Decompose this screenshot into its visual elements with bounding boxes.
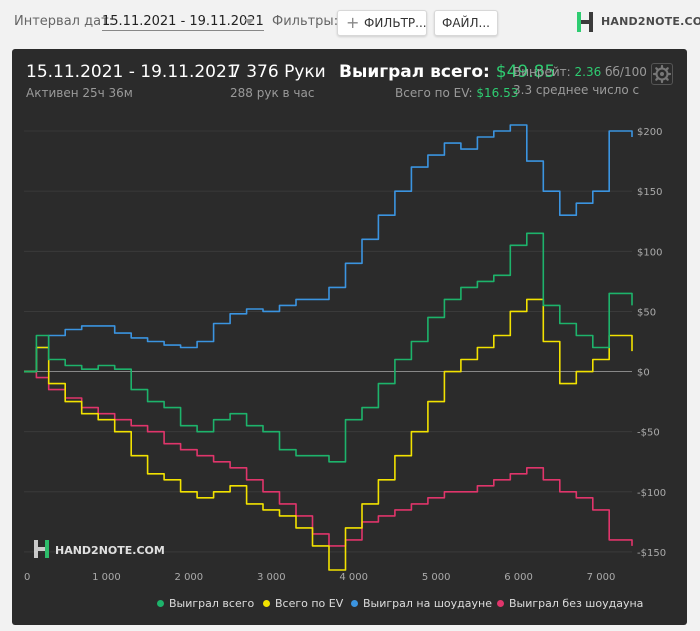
x-tick-label: 7 000 xyxy=(587,572,616,583)
won-total-label: Выиграл всего: xyxy=(339,62,490,82)
legend-label-won-total: Выиграл всего xyxy=(169,597,255,610)
chevron-down-icon[interactable] xyxy=(244,19,254,25)
y-tick-label: $150 xyxy=(637,187,662,198)
legend-label-ev: Всего по EV xyxy=(275,597,344,610)
series-line-3 xyxy=(24,370,633,547)
y-tick-label: $50 xyxy=(637,307,656,318)
legend-label-no-showdown: Выиграл без шоудауна xyxy=(509,597,644,610)
chart-legend: Выиграл всего Всего по EV Выиграл на шоу… xyxy=(12,597,687,613)
date-interval-label: Интервал дат: xyxy=(14,14,114,29)
won-total-value: $49.85 xyxy=(495,62,556,82)
ev-total: Всего по EV: $16.53 xyxy=(395,86,518,100)
watermark-text: HAND2NOTE.COM xyxy=(55,544,165,557)
x-tick-label: 4 000 xyxy=(339,572,368,583)
legend-item-no-showdown[interactable]: Выиграл без шоудауна xyxy=(497,597,643,610)
ev-label: Всего по EV: xyxy=(395,86,473,100)
plus-icon: + xyxy=(346,13,360,32)
x-axis: 0 1 000 2 000 3 000 4 000 5 000 6 000 7 000 xyxy=(24,572,615,583)
date-range-picker[interactable]: 15.11.2021 - 19.11.2021 xyxy=(102,14,264,31)
x-tick-label: 3 000 xyxy=(257,572,286,583)
ev-value: $16.53 xyxy=(476,86,519,100)
x-tick-label: 0 xyxy=(24,572,30,583)
legend-item-won-total[interactable]: Выиграл всего xyxy=(157,597,254,610)
winrate-unit: бб/100 xyxy=(605,65,647,79)
series-line-1 xyxy=(24,298,633,571)
y-tick-label: -$150 xyxy=(637,548,666,559)
chart-series xyxy=(24,124,633,571)
hands-count: 7 376 Руки xyxy=(230,62,326,82)
filter-button[interactable]: + ФИЛЬТР... xyxy=(337,10,427,36)
y-tick-label: -$100 xyxy=(637,488,666,499)
winrate-label: Винрейт: xyxy=(513,65,571,79)
graph-card: 15.11.2021 - 19.11.2021 Активен 25ч 36м … xyxy=(12,49,687,625)
hand2note-logo-icon xyxy=(577,12,593,32)
series-line-2 xyxy=(24,124,633,373)
hands-per-hour: 288 рук в час xyxy=(230,86,315,100)
period-title: 15.11.2021 - 19.11.2021 xyxy=(26,62,238,82)
won-total: Выиграл всего: $49.85 xyxy=(339,62,555,82)
legend-label-showdown: Выиграл на шоудауне xyxy=(363,597,492,610)
y-tick-label: $100 xyxy=(637,247,662,258)
filter-button-label: ФИЛЬТР... xyxy=(364,16,427,30)
active-time: Активен 25ч 36м xyxy=(26,86,133,100)
hand2note-logo-text: HAND2NOTE.COM xyxy=(601,15,700,28)
y-tick-label: -$50 xyxy=(637,428,660,439)
winrate: Винрейт: 2.36 бб/100 xyxy=(513,65,647,79)
bankroll-chart: 0 1 000 2 000 3 000 4 000 5 000 6 000 7 000 $20… xyxy=(24,124,666,583)
chart-grid xyxy=(24,130,632,553)
files-button[interactable]: ФАЙЛ... xyxy=(434,10,498,36)
hand2note-logo: HAND2NOTE.COM xyxy=(575,10,700,34)
y-tick-label: $0 xyxy=(637,368,650,379)
x-tick-label: 5 000 xyxy=(422,572,451,583)
avg-tables: 3.3 среднее число столов xyxy=(513,83,639,97)
filters-label: Фильтры: xyxy=(272,14,339,29)
legend-item-showdown[interactable]: Выиграл на шоудауне xyxy=(351,597,492,610)
winrate-value: 2.36 xyxy=(574,65,602,79)
x-tick-label: 6 000 xyxy=(504,572,533,583)
x-tick-label: 1 000 xyxy=(92,572,121,583)
x-tick-label: 2 000 xyxy=(175,572,204,583)
y-axis: $200 $150 $100 $50 $0 -$50 -$100 -$150 xyxy=(637,127,666,559)
top-toolbar: Интервал дат: 15.11.2021 - 19.11.2021 Фи… xyxy=(0,0,700,44)
legend-item-ev[interactable]: Всего по EV xyxy=(263,597,343,610)
series-line-0 xyxy=(24,232,633,463)
files-button-label: ФАЙЛ... xyxy=(442,16,490,30)
chart-watermark: HAND2NOTE.COM xyxy=(34,540,165,558)
y-tick-label: $200 xyxy=(637,127,662,138)
gear-icon[interactable] xyxy=(651,63,673,85)
